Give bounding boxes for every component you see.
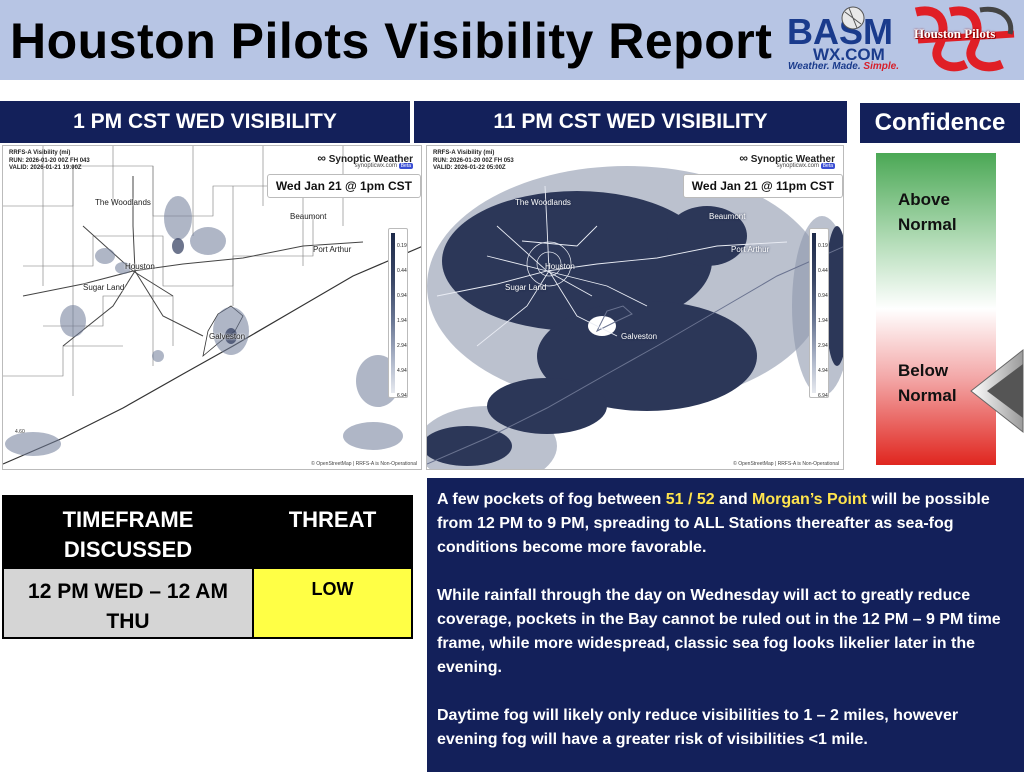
timeframe-column-header: TIMEFRAME DISCUSSED	[2, 495, 254, 569]
synoptic-weather-brand: ∞ Synoptic Weather	[739, 151, 835, 165]
discussion-paragraph-3: Daytime fog will likely only reduce visi…	[437, 707, 959, 748]
city-the-woodlands: The Woodlands	[515, 198, 571, 207]
header-bar: Houston Pilots Visibility Report BASM WX…	[0, 0, 1024, 80]
infinity-icon: ∞	[739, 151, 748, 165]
city-galveston: Galveston	[209, 332, 246, 341]
basm-logo-domain: WX.COM	[813, 45, 885, 64]
infinity-icon: ∞	[317, 151, 326, 165]
houston-pilots-logo	[914, 6, 1015, 72]
map-time-label-11pm: Wed Jan 21 @ 11pm CST	[682, 174, 843, 198]
threat-table-header-row: TIMEFRAME DISCUSSED THREAT	[2, 495, 413, 569]
discussion-paragraph-2: While rainfall through the day on Wednes…	[437, 587, 1001, 676]
basm-tagline: Weather. Made. Simple.	[788, 61, 899, 72]
city-the-woodlands: The Woodlands	[95, 198, 151, 207]
map-base-11pm	[427, 146, 843, 469]
basm-wx-logo: BASM WX.COM	[785, 6, 906, 64]
left-map-title: 1 PM CST WED VISIBILITY	[0, 101, 410, 143]
visibility-map-11pm[interactable]: RRFS-A Visibility (mi) RUN: 2026-01-20 0…	[426, 145, 844, 470]
houston-pilots-logo-text: Houston Pilots	[914, 26, 996, 41]
city-port-arthur: Port Arthur	[731, 245, 770, 254]
city-sugar-land: Sugar Land	[505, 283, 547, 292]
synoptic-weather-brand: ∞ Synoptic Weather	[317, 151, 413, 165]
confidence-pointer-icon	[970, 348, 1024, 434]
osm-credit: © OpenStreetMap | RRFS-A is Non-Operatio…	[311, 461, 417, 467]
visibility-map-1pm[interactable]: RRFS-A Visibility (mi) RUN: 2026-01-20 0…	[2, 145, 422, 470]
threat-table: TIMEFRAME DISCUSSED THREAT 12 PM WED – 1…	[2, 495, 413, 639]
city-port-arthur: Port Arthur	[313, 245, 352, 254]
map-meta-11pm: RRFS-A Visibility (mi) RUN: 2026-01-20 0…	[433, 150, 514, 171]
map-base-1pm	[3, 146, 421, 469]
synoptic-weather-url: synopticwx.com Beta	[354, 163, 413, 169]
confidence-below-normal: Below Normal	[898, 361, 957, 405]
threat-level-value: LOW	[252, 567, 413, 639]
highlight-morgans-point: Morgan’s Point	[752, 491, 868, 508]
synoptic-weather-url: synopticwx.com Beta	[776, 163, 835, 169]
map-corner-value: 4.60	[15, 429, 25, 435]
timeframe-value: 12 PM WED – 12 AM THU	[2, 567, 254, 639]
confidence-gauge	[876, 153, 996, 465]
city-beaumont: Beaumont	[290, 212, 327, 221]
page-title: Houston Pilots Visibility Report	[10, 13, 773, 69]
city-houston: Houston	[545, 262, 575, 271]
confidence-title: Confidence	[860, 103, 1020, 143]
right-map-title: 11 PM CST WED VISIBILITY	[414, 101, 847, 143]
discussion-paragraph-1: A few pockets of fog between 51 / 52 and…	[437, 491, 990, 556]
osm-credit: © OpenStreetMap | RRFS-A is Non-Operatio…	[733, 461, 839, 467]
map-meta-1pm: RRFS-A Visibility (mi) RUN: 2026-01-20 0…	[9, 150, 90, 171]
map-time-label-1pm: Wed Jan 21 @ 1pm CST	[266, 174, 421, 198]
forecast-discussion: A few pockets of fog between 51 / 52 and…	[427, 478, 1024, 772]
threat-column-header: THREAT	[252, 495, 413, 569]
visibility-legend-1pm: 0.19 0.44 0.94 1.94 2.94 4.94 6.94	[388, 228, 408, 399]
city-sugar-land: Sugar Land	[83, 283, 125, 292]
visibility-legend-11pm: 0.19 0.44 0.94 1.94 2.94 4.94 6.94	[809, 228, 829, 399]
highlight-51-52: 51 / 52	[665, 491, 715, 508]
city-galveston: Galveston	[621, 332, 658, 341]
city-houston: Houston	[125, 262, 155, 271]
threat-table-row: 12 PM WED – 12 AM THU LOW	[2, 567, 413, 639]
confidence-above-normal: Above Normal	[898, 190, 957, 234]
basm-logo-text: BASM	[787, 11, 893, 52]
city-beaumont: Beaumont	[709, 212, 746, 221]
